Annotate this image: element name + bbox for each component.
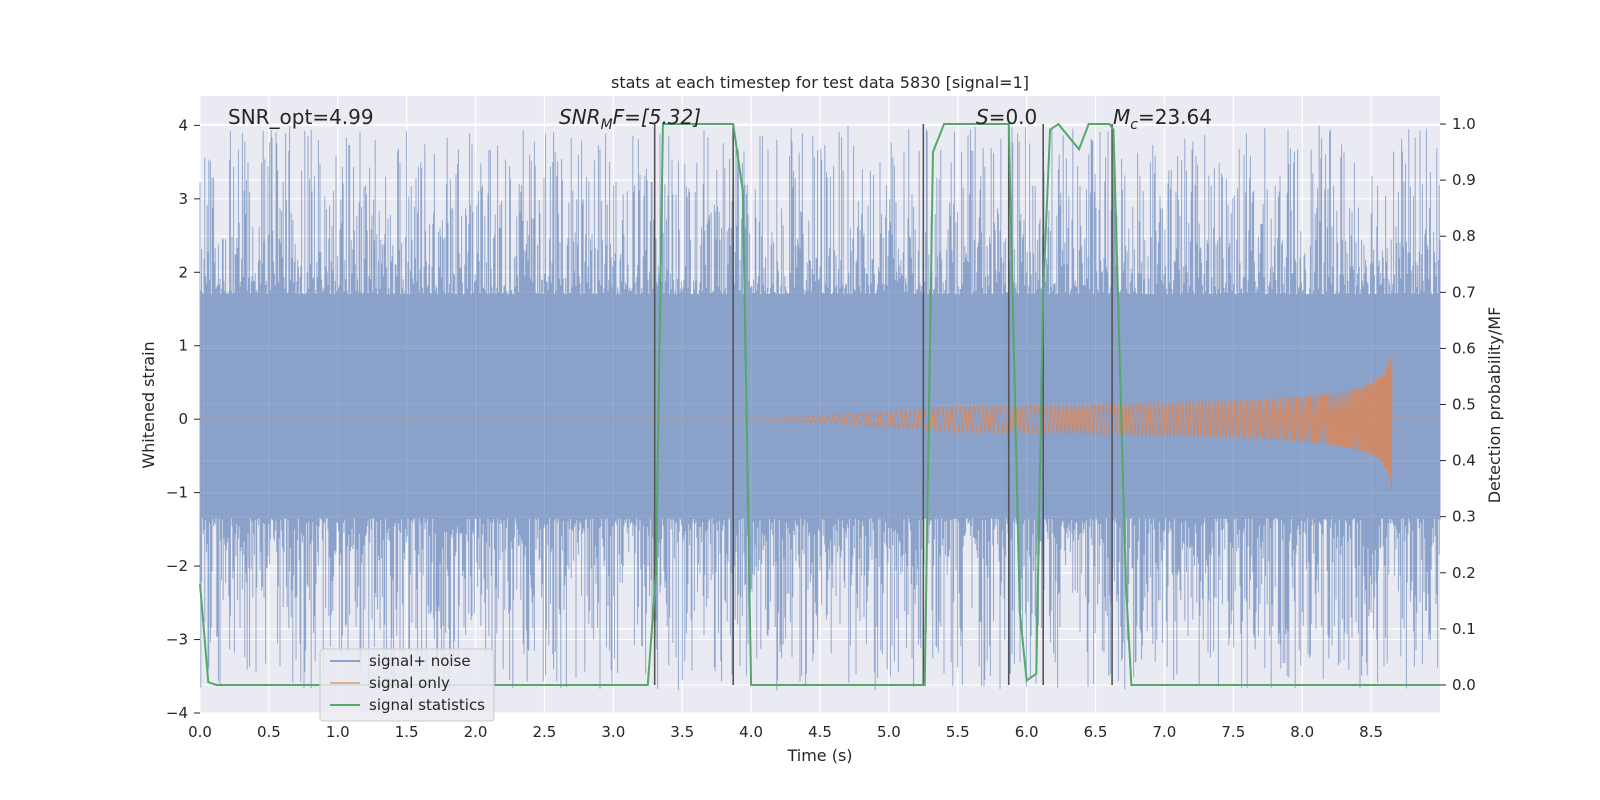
y-right-tick-label: 1.0	[1452, 115, 1476, 133]
x-tick-label: 6.5	[1084, 723, 1108, 741]
y-right-tick-label: 0.5	[1452, 396, 1476, 414]
x-tick-label: 4.0	[739, 723, 763, 741]
y-axis-right-ticks: 1.0 0.9 0.8 0.7 0.6 0.5 0.4 0.3 0.2 0.1 0.0	[1440, 115, 1476, 694]
signal-only-line	[200, 356, 1440, 492]
legend-label-stats: signal statistics	[369, 696, 485, 714]
x-axis-label: Time (s)	[786, 746, 852, 765]
y-right-tick-label: 0.7	[1452, 283, 1476, 301]
snr-mf-value: F=[5.32]	[613, 105, 701, 129]
s-symbol: S	[976, 105, 989, 129]
y-left-tick-label: 0	[178, 410, 188, 428]
x-axis-ticks: 0.0 0.5 1.0 1.5 2.0 2.5 3.0 3.5 4.0 4.5 5.0 5.5 6.0 6…	[188, 723, 1383, 741]
mc-symbol: M	[1113, 105, 1130, 129]
y-left-tick-label: 4	[178, 116, 188, 134]
y-left-tick-label: −2	[166, 557, 188, 575]
x-tick-label: 4.5	[808, 723, 832, 741]
y-right-tick-label: 0.8	[1452, 227, 1476, 245]
series-signal-plus-noise	[199, 125, 1441, 691]
snr-mf-subscript: M	[601, 117, 613, 133]
x-tick-label: 8.0	[1290, 723, 1314, 741]
x-tick-label: 5.5	[946, 723, 970, 741]
legend-box	[319, 648, 495, 722]
x-tick-label: 3.5	[670, 723, 694, 741]
x-tick-label: 7.0	[1153, 723, 1177, 741]
x-tick-label: 8.5	[1359, 723, 1383, 741]
y-left-tick-label: −4	[166, 704, 188, 722]
mc-value: =23.64	[1138, 105, 1212, 129]
annotation-mc: Mc=23.64	[1113, 105, 1212, 133]
y-right-tick-label: 0.2	[1452, 564, 1476, 582]
x-tick-label: 0.5	[257, 723, 281, 741]
legend-label-signal: signal only	[369, 674, 450, 692]
event-markers	[653, 124, 1113, 685]
x-tick-label: 1.0	[326, 723, 350, 741]
y-right-tick-label: 0.4	[1452, 452, 1476, 470]
x-tick-label: 7.5	[1221, 723, 1245, 741]
y-left-tick-label: −1	[166, 484, 188, 502]
mc-subscript: c	[1130, 117, 1138, 133]
legend-label-noise: signal+ noise	[369, 652, 471, 670]
y-right-tick-label: 0.9	[1452, 171, 1476, 189]
signal-statistics-line	[199, 122, 1440, 686]
y-axis-left-ticks: 4 3 2 1 0 −1 −2 −3 −4	[166, 116, 200, 722]
y-right-tick-label: 0.0	[1452, 676, 1476, 694]
y-axis-left-label: Whitened strain	[139, 341, 158, 468]
y-left-tick-label: 3	[178, 190, 188, 208]
y-right-tick-label: 0.3	[1452, 508, 1476, 526]
x-tick-label: 2.5	[533, 723, 557, 741]
annotation-snr-mf: SNRMF=[5.32]	[559, 105, 701, 133]
x-tick-label: 0.0	[188, 723, 212, 741]
s-value: =0.0	[989, 105, 1038, 129]
y-left-tick-label: 2	[178, 263, 188, 281]
legend: signal+ noise signal only signal statist…	[319, 648, 495, 722]
x-tick-label: 1.5	[395, 723, 419, 741]
series-signal-only	[200, 356, 1440, 492]
x-tick-label: 5.0	[877, 723, 901, 741]
annotation-snr-opt: SNR_opt=4.99	[228, 105, 374, 129]
annotation-s: S=0.0	[976, 105, 1037, 129]
snr-mf-symbol: SNR	[559, 105, 601, 129]
x-tick-label: 6.0	[1015, 723, 1039, 741]
chart-title: stats at each timestep for test data 583…	[611, 73, 1029, 92]
x-tick-label: 2.0	[464, 723, 488, 741]
y-axis-right-label: Detection probability/MF	[1485, 307, 1504, 504]
y-left-tick-label: 1	[178, 337, 188, 355]
y-right-tick-label: 0.1	[1452, 620, 1476, 638]
y-right-tick-label: 0.6	[1452, 339, 1476, 357]
y-left-tick-label: −3	[166, 631, 188, 649]
series-signal-statistics	[199, 122, 1440, 686]
x-tick-label: 3.0	[601, 723, 625, 741]
